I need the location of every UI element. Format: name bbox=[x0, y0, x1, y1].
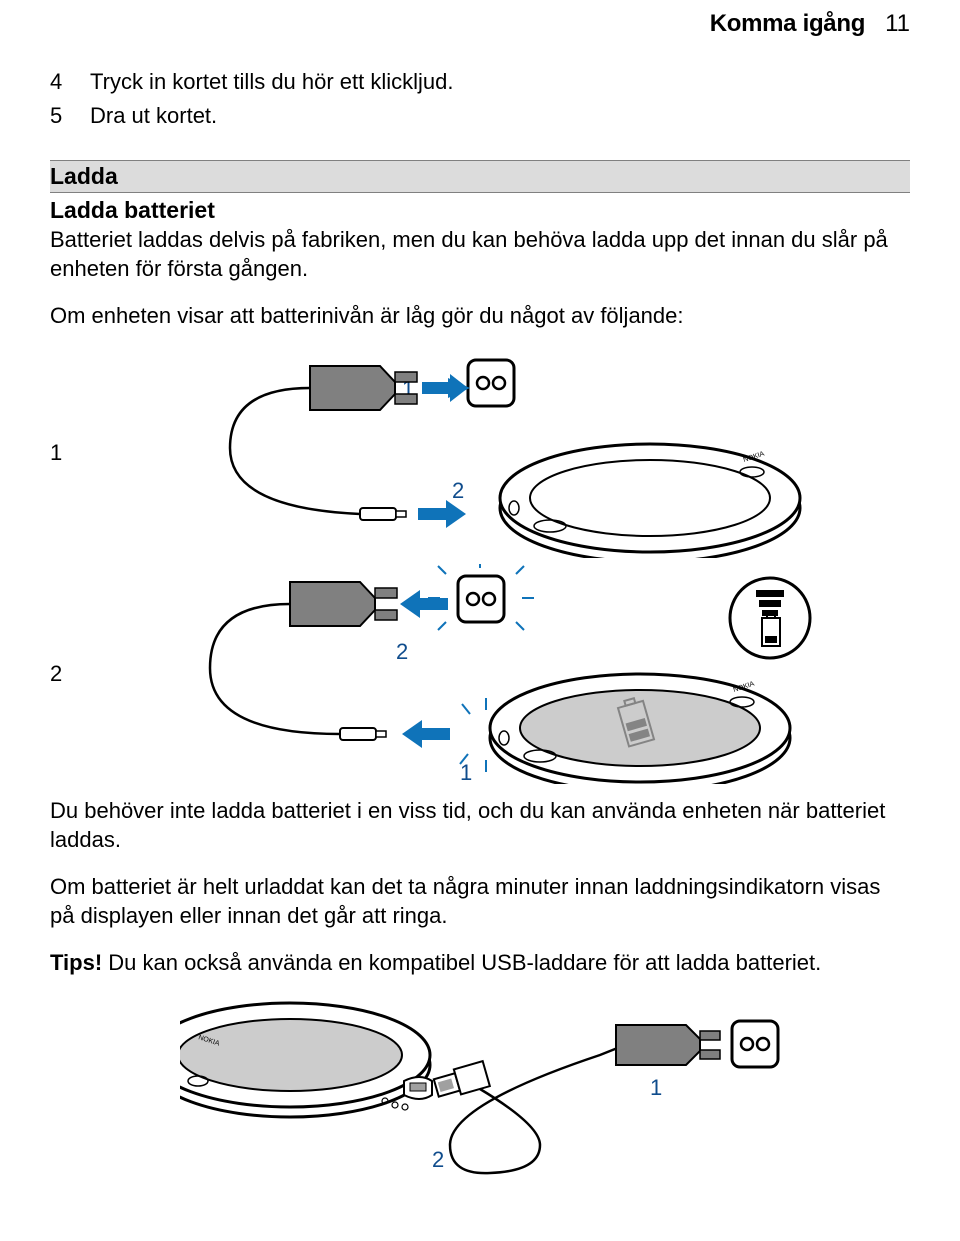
document-header: Komma igång 11 bbox=[50, 10, 910, 38]
callout-usb-2: 2 bbox=[432, 1147, 444, 1172]
callout-usb-1: 1 bbox=[650, 1075, 662, 1100]
charging-diagram-1-icon: 1 2 bbox=[90, 348, 910, 558]
section-title: Komma igång bbox=[710, 10, 865, 38]
step-text: Dra ut kortet. bbox=[90, 100, 217, 132]
usb-charging-diagram-icon: NOKIA 2 bbox=[50, 995, 910, 1195]
page-number: 11 bbox=[885, 10, 910, 38]
low-battery-paragraph: Om enheten visar att batterinivån är låg… bbox=[50, 301, 910, 330]
subsection-heading: Ladda batteriet bbox=[50, 197, 910, 224]
step-number: 5 bbox=[50, 100, 70, 132]
step-4: 4 Tryck in kortet tills du hör ett klick… bbox=[50, 66, 910, 98]
step-list: 4 Tryck in kortet tills du hör ett klick… bbox=[50, 66, 910, 132]
callout-label-1b: 1 bbox=[460, 760, 472, 784]
option-number-2: 2 bbox=[50, 661, 90, 687]
callout-label-2b: 2 bbox=[396, 639, 408, 664]
section-header-title: Ladda bbox=[50, 161, 910, 191]
no-fixed-time-paragraph: Du behöver inte ladda batteriet i en vis… bbox=[50, 796, 910, 854]
step-number: 4 bbox=[50, 66, 70, 98]
diagram-option-2: 2 bbox=[50, 564, 910, 784]
section-header-bar: Ladda bbox=[50, 160, 910, 193]
tip-paragraph: Tips! Du kan också använda en kompatibel… bbox=[50, 948, 910, 977]
step-text: Tryck in kortet tills du hör ett klicklj… bbox=[90, 66, 454, 98]
tip-text: Du kan också använda en kompatibel USB-l… bbox=[102, 950, 821, 975]
option-number-1: 1 bbox=[50, 440, 90, 466]
callout-label-2: 2 bbox=[452, 478, 464, 503]
step-5: 5 Dra ut kortet. bbox=[50, 100, 910, 132]
charging-diagram-2-icon: 2 1 bbox=[90, 564, 910, 784]
diagram-option-1: 1 1 bbox=[50, 348, 910, 558]
intro-paragraph: Batteriet laddas delvis på fabriken, men… bbox=[50, 225, 910, 283]
tip-label: Tips! bbox=[50, 950, 102, 975]
fully-discharged-paragraph: Om batteriet är helt urladdat kan det ta… bbox=[50, 872, 910, 930]
diagram-usb: NOKIA 2 bbox=[50, 995, 910, 1195]
